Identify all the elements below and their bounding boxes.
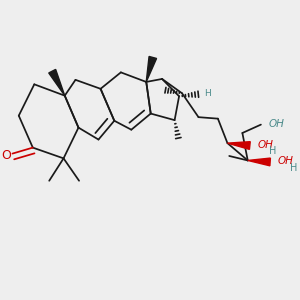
Text: H: H — [204, 89, 211, 98]
Polygon shape — [248, 158, 270, 166]
Polygon shape — [146, 56, 157, 82]
Polygon shape — [49, 69, 65, 96]
Text: OH: OH — [257, 140, 273, 150]
Polygon shape — [227, 142, 250, 149]
Text: OH: OH — [268, 119, 284, 129]
Text: OH: OH — [278, 156, 293, 166]
Text: H: H — [269, 146, 277, 157]
Text: O: O — [1, 148, 11, 162]
Text: H: H — [290, 163, 297, 173]
